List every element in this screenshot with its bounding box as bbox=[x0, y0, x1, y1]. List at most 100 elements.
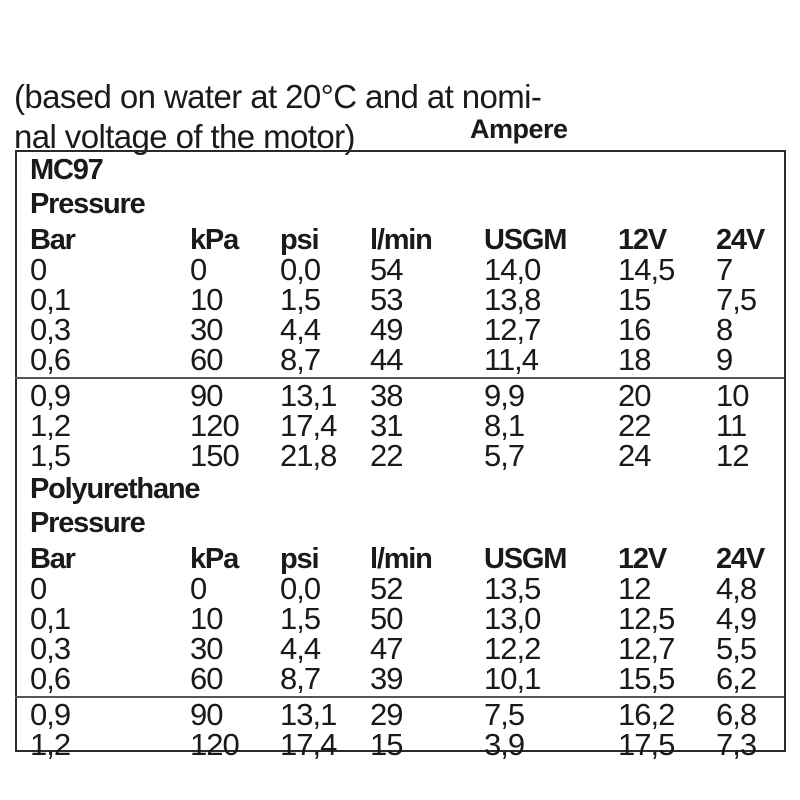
table-cell: 10,1 bbox=[484, 661, 541, 696]
table-cell: 15,5 bbox=[618, 661, 675, 696]
table-cell: 12,7 bbox=[484, 312, 541, 347]
table-row: 0,6 60 8,7 44 11,4 18 9 bbox=[0, 342, 800, 377]
table-cell: 20 bbox=[618, 378, 651, 413]
table-cell: 50 bbox=[370, 601, 403, 636]
table-cell: 0,1 bbox=[30, 282, 71, 317]
table-cell: 7 bbox=[716, 252, 733, 287]
table-cell: 18 bbox=[618, 342, 651, 377]
column-header: 24V bbox=[716, 224, 765, 256]
table-cell: 16 bbox=[618, 312, 651, 347]
table-row: 1,2 120 17,4 31 8,1 22 11 bbox=[0, 408, 800, 443]
table-cell: 0,0 bbox=[280, 571, 321, 606]
table-cell: 14,5 bbox=[618, 252, 675, 287]
table-cell: 0 bbox=[30, 252, 47, 287]
table-cell: 1,2 bbox=[30, 727, 71, 762]
table-cell: 10 bbox=[190, 601, 223, 636]
table-cell: 90 bbox=[190, 378, 223, 413]
table-cell: 60 bbox=[190, 342, 223, 377]
table-cell: 0,1 bbox=[30, 601, 71, 636]
table-cell: 30 bbox=[190, 312, 223, 347]
table-cell: 4,4 bbox=[280, 631, 321, 666]
table-cell: 14,0 bbox=[484, 252, 541, 287]
table-cell: 150 bbox=[190, 438, 240, 473]
row-divider bbox=[15, 696, 784, 698]
table-row: 0,6 60 8,7 39 10,1 15,5 6,2 bbox=[0, 661, 800, 696]
ampere-label: Ampere bbox=[470, 114, 568, 144]
table-cell: 29 bbox=[370, 697, 403, 732]
table-cell: 9,9 bbox=[484, 378, 525, 413]
table-cell: 13,0 bbox=[484, 601, 541, 636]
table-cell: 6,8 bbox=[716, 697, 757, 732]
table-cell: 4,9 bbox=[716, 601, 757, 636]
table-cell: 60 bbox=[190, 661, 223, 696]
table-cell: 0 bbox=[190, 252, 207, 287]
table-cell: 7,5 bbox=[484, 697, 525, 732]
column-header: 12V bbox=[618, 543, 667, 575]
table-cell: 4,4 bbox=[280, 312, 321, 347]
table-cell: 24 bbox=[618, 438, 651, 473]
column-header: 24V bbox=[716, 543, 765, 575]
table-row: 0,9 90 13,1 29 7,5 16,2 6,8 bbox=[0, 697, 800, 732]
table-cell: 0 bbox=[30, 571, 47, 606]
table-cell: 9 bbox=[716, 342, 733, 377]
table-cell: 7,5 bbox=[716, 282, 757, 317]
table-cell: 10 bbox=[190, 282, 223, 317]
table-row: 1,5 150 21,8 22 5,7 24 12 bbox=[0, 438, 800, 473]
column-header: USGM bbox=[484, 224, 567, 256]
table-cell: 54 bbox=[370, 252, 403, 287]
table-cell: 16,2 bbox=[618, 697, 675, 732]
table-cell: 12 bbox=[618, 571, 651, 606]
section-title: Polyurethane bbox=[30, 473, 201, 505]
table-row: 0,3 30 4,4 47 12,2 12,7 5,5 bbox=[0, 631, 800, 666]
table-cell: 120 bbox=[190, 727, 240, 762]
table-row: 0,1 10 1,5 50 13,0 12,5 4,9 bbox=[0, 601, 800, 636]
table-cell: 17,5 bbox=[618, 727, 675, 762]
table-cell: 0,6 bbox=[30, 661, 71, 696]
caption-line-2: nal voltage of the motor) bbox=[14, 118, 355, 155]
table-cell: 13,1 bbox=[280, 378, 337, 413]
table-cell: 13,8 bbox=[484, 282, 541, 317]
table-cell: 120 bbox=[190, 408, 240, 443]
table-cell: 30 bbox=[190, 631, 223, 666]
table-cell: 4,8 bbox=[716, 571, 757, 606]
table-cell: 3,9 bbox=[484, 727, 525, 762]
column-header: kPa bbox=[190, 543, 239, 575]
table-cell: 13,5 bbox=[484, 571, 541, 606]
table-cell: 52 bbox=[370, 571, 403, 606]
caption-line-1: (based on water at 20°C and at nomi- bbox=[14, 78, 542, 115]
table-cell: 44 bbox=[370, 342, 403, 377]
table-cell: 8,7 bbox=[280, 661, 321, 696]
table-cell: 1,5 bbox=[280, 282, 321, 317]
table-cell: 8,1 bbox=[484, 408, 525, 443]
table-cell: 15 bbox=[618, 282, 651, 317]
section-subtitle: Pressure bbox=[30, 507, 146, 539]
section-title: MC97 bbox=[30, 154, 104, 186]
table-cell: 10 bbox=[716, 378, 749, 413]
data-table bbox=[15, 150, 786, 752]
table-cell: 11,4 bbox=[484, 342, 539, 377]
table-cell: 12 bbox=[716, 438, 749, 473]
table-cell: 0 bbox=[190, 571, 207, 606]
table-cell: 39 bbox=[370, 661, 403, 696]
table-cell: 90 bbox=[190, 697, 223, 732]
table-cell: 21,8 bbox=[280, 438, 337, 473]
table-cell: 5,7 bbox=[484, 438, 525, 473]
table-cell: 0,3 bbox=[30, 631, 71, 666]
table-cell: 1,5 bbox=[30, 438, 71, 473]
table-row: 0 0 0,0 52 13,5 12 4,8 bbox=[0, 571, 800, 606]
table-cell: 5,5 bbox=[716, 631, 757, 666]
table-cell: 38 bbox=[370, 378, 403, 413]
table-cell: 1,2 bbox=[30, 408, 71, 443]
table-cell: 22 bbox=[370, 438, 403, 473]
table-row: 0,3 30 4,4 49 12,7 16 8 bbox=[0, 312, 800, 347]
column-header: kPa bbox=[190, 224, 239, 256]
table-cell: 53 bbox=[370, 282, 403, 317]
table-cell: 12,7 bbox=[618, 631, 675, 666]
table-cell: 0,6 bbox=[30, 342, 71, 377]
table-cell: 1,5 bbox=[280, 601, 321, 636]
table-cell: 11 bbox=[716, 408, 747, 443]
table-cell: 0,9 bbox=[30, 378, 71, 413]
column-header: psi bbox=[280, 543, 320, 575]
column-header: 12V bbox=[618, 224, 667, 256]
table-cell: 17,4 bbox=[280, 727, 337, 762]
